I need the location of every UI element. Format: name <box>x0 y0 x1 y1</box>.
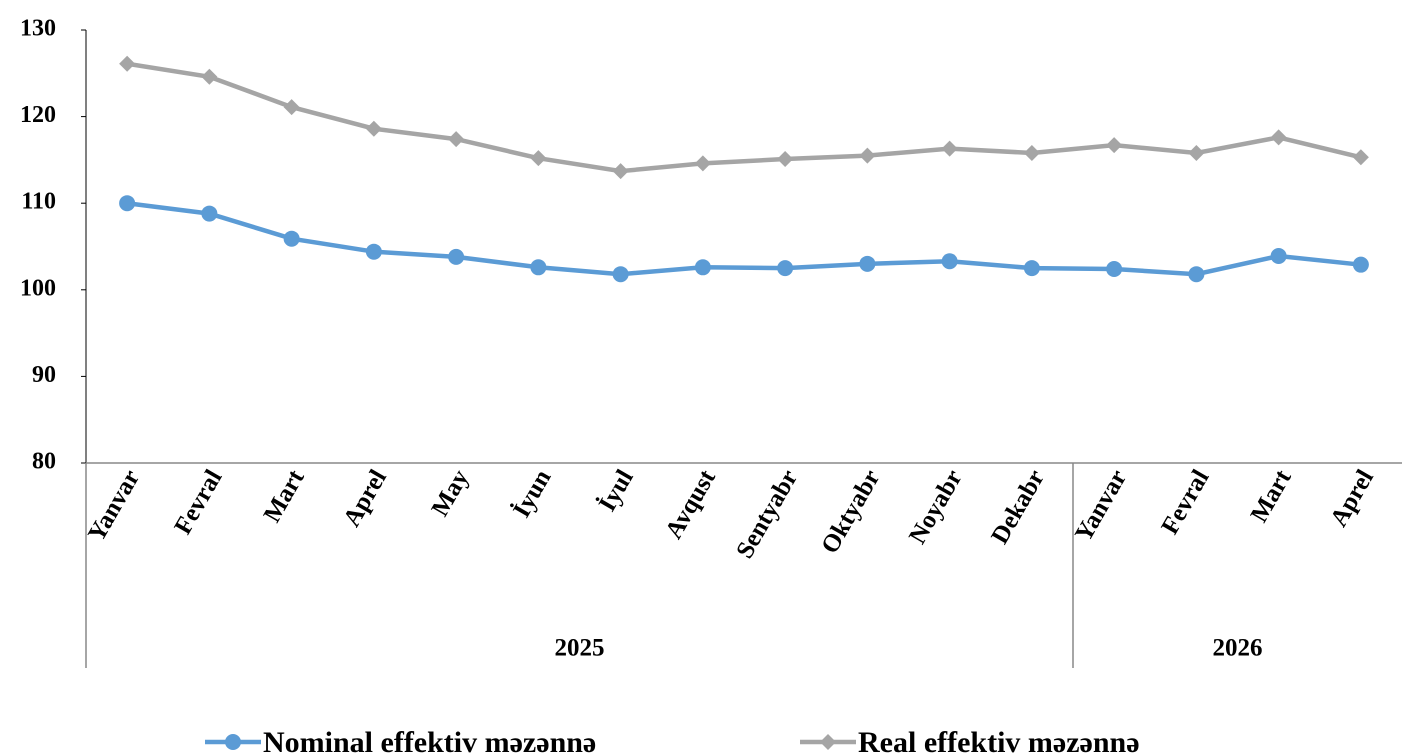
x-tick-label: Yanvar <box>1070 465 1132 546</box>
point <box>1188 144 1205 161</box>
x-tick-label: Aprel <box>338 465 392 531</box>
y-tick-label: 100 <box>20 275 56 301</box>
x-tick-label: Aprel <box>1325 465 1379 531</box>
point <box>1270 248 1287 265</box>
point <box>1352 256 1369 273</box>
point <box>777 260 794 277</box>
point <box>448 131 465 148</box>
group-label: 2025 <box>555 635 605 662</box>
legend-label: Nominal effektiv məzənnə <box>263 726 596 753</box>
point <box>365 243 382 260</box>
point <box>119 195 136 212</box>
point <box>201 205 218 222</box>
point <box>1023 144 1040 161</box>
x-tick-label: Mart <box>259 465 310 527</box>
point <box>283 99 300 116</box>
x-tick-label: İyun <box>507 465 556 522</box>
x-tick-label: Fevral <box>1156 465 1214 539</box>
point <box>859 147 876 164</box>
x-tick-label: May <box>427 465 475 521</box>
legend-label: Real effektiv məzənnə <box>858 726 1140 753</box>
point <box>612 266 629 283</box>
y-tick-label: 110 <box>21 189 56 215</box>
series-line <box>126 61 1362 174</box>
y-tick-label: 80 <box>32 449 56 475</box>
x-tick-label: Noyabr <box>904 465 968 548</box>
point <box>859 255 876 272</box>
point <box>1270 129 1287 146</box>
x-tick-label: Yanvar <box>83 465 145 546</box>
legend-marker <box>820 734 836 750</box>
x-tick-label: Fevral <box>169 465 227 539</box>
point <box>448 248 465 265</box>
point <box>1188 266 1205 283</box>
point <box>1106 137 1123 154</box>
point <box>612 163 629 180</box>
x-tick-label: İyul <box>593 465 639 516</box>
point <box>119 55 136 72</box>
x-tick-label: Mart <box>1246 465 1297 527</box>
point <box>941 253 958 270</box>
x-tick-label: Oktyabr <box>816 465 885 558</box>
point <box>1023 260 1040 277</box>
y-tick-label: 120 <box>20 102 56 128</box>
point <box>365 120 382 137</box>
point <box>201 68 218 85</box>
group-label: 2026 <box>1213 635 1263 662</box>
point <box>941 140 958 157</box>
point <box>694 155 711 172</box>
y-tick-label: 90 <box>32 362 56 388</box>
series-line <box>126 200 1362 277</box>
x-tick-label: Sentyabr <box>731 465 803 563</box>
point <box>1352 149 1369 166</box>
point <box>530 259 547 276</box>
point <box>777 151 794 168</box>
point <box>694 259 711 276</box>
legend-marker <box>225 734 241 750</box>
x-tick-label: Dekabr <box>986 465 1050 548</box>
y-tick-label: 130 <box>20 16 56 42</box>
point <box>283 230 300 247</box>
point <box>530 150 547 167</box>
point <box>1106 261 1123 278</box>
x-tick-label: Avqust <box>660 465 721 544</box>
